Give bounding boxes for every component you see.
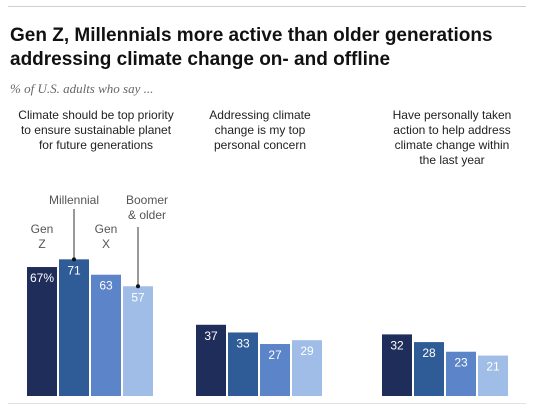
- bar-value-label-panel-2-millennial: 33: [236, 336, 250, 350]
- panel-title-action: Have personally taken action to help add…: [392, 108, 512, 167]
- bar-panel-1-gen-z: [27, 267, 57, 396]
- bar-value-label-panel-3-gen-z: 32: [390, 338, 404, 352]
- panel-title-priority: Climate should be top priority to ensure…: [18, 108, 174, 152]
- bar-value-label-panel-1-gen-z: 67%: [30, 271, 54, 285]
- bar-value-label-panel-2-gen-x: 27: [268, 348, 282, 362]
- bar-panel-2-gen-z: [196, 324, 226, 396]
- bar-value-label-panel-1-boomer-and-older: 57: [131, 290, 145, 304]
- bar-value-label-panel-3-boomer-and-older: 21: [486, 360, 500, 374]
- series-label-gen-z: Gen Z: [31, 222, 54, 251]
- bar-panel-3-gen-x: [446, 351, 476, 396]
- bar-panel-2-millennial: [228, 332, 258, 396]
- bar-value-label-panel-1-millennial: 71: [67, 263, 81, 277]
- leader-dot-millennial: [72, 257, 76, 262]
- bar-value-label-panel-2-gen-z: 37: [204, 329, 218, 343]
- bar-panel-2-gen-x: [260, 344, 290, 396]
- bar-value-label-panel-1-gen-x: 63: [99, 279, 113, 293]
- bar-panel-1-millennial: [59, 259, 89, 396]
- chart-title: Gen Z, Millennials more active than olde…: [10, 25, 493, 70]
- bar-panel-3-millennial: [414, 342, 444, 396]
- series-label-gen-x: Gen X: [95, 222, 118, 251]
- series-label-boomer-and-older: Boomer & older: [126, 193, 168, 222]
- bar-panel-3-boomer-and-older: [478, 355, 508, 396]
- bar-panel-3-gen-z: [382, 334, 412, 396]
- bar-panel-2-boomer-and-older: [292, 340, 322, 396]
- panel-title-concern: Addressing climate change is my top pers…: [209, 108, 311, 152]
- bar-panel-1-gen-x: [91, 274, 121, 396]
- series-label-millennial: Millennial: [49, 193, 99, 207]
- bar-value-label-panel-2-boomer-and-older: 29: [300, 344, 314, 358]
- bar-value-label-panel-3-gen-x: 23: [454, 356, 468, 370]
- chart-subtitle: % of U.S. adults who say ...: [10, 81, 154, 96]
- top-rule: [8, 6, 526, 7]
- leader-dot-boomer-and-older: [136, 284, 140, 289]
- bottom-rule: [8, 403, 526, 404]
- bar-value-label-panel-3-millennial: 28: [422, 346, 436, 360]
- bar-panel-1-boomer-and-older: [123, 286, 153, 396]
